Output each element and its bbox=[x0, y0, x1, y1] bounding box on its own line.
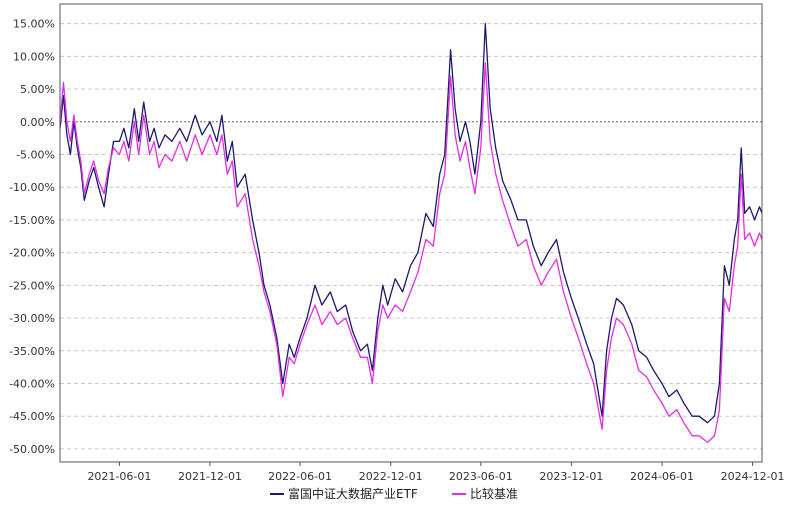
y-tick-label: 5.00% bbox=[20, 83, 55, 96]
y-tick-label: -30.00% bbox=[9, 312, 55, 325]
legend-label-1: 富国中证大数据产业ETF bbox=[288, 486, 418, 501]
y-tick-label: -40.00% bbox=[9, 377, 55, 390]
legend: 富国中证大数据产业ETF 比较基准 bbox=[270, 486, 518, 501]
x-tick-label: 2023-06-01 bbox=[449, 470, 513, 483]
series-line-1 bbox=[59, 22, 763, 424]
x-tick-label: 2023-12-01 bbox=[539, 470, 603, 483]
y-tick-label: 15.00% bbox=[13, 18, 55, 31]
legend-label-2: 比较基准 bbox=[470, 486, 518, 501]
y-tick-label: -35.00% bbox=[9, 345, 55, 358]
y-tick-label: -25.00% bbox=[9, 279, 55, 292]
y-tick-label: -50.00% bbox=[9, 443, 55, 456]
series-layer bbox=[59, 22, 763, 444]
plot-frame bbox=[59, 3, 763, 463]
x-tick-label: 2024-12-01 bbox=[721, 470, 785, 483]
x-tick-label: 2024-06-01 bbox=[630, 470, 694, 483]
x-tick-label: 2022-12-01 bbox=[359, 470, 423, 483]
y-tick-label: -20.00% bbox=[9, 247, 55, 260]
x-tick-label: 2021-06-01 bbox=[87, 470, 151, 483]
x-tick-label: 2021-12-01 bbox=[178, 470, 242, 483]
y-tick-label: -10.00% bbox=[9, 181, 55, 194]
x-tick-label: 2022-06-01 bbox=[268, 470, 332, 483]
y-tick-label: -45.00% bbox=[9, 410, 55, 423]
y-tick-label: 0.00% bbox=[20, 116, 55, 129]
axis-layer: 15.00% 10.00% 5.00% 0.00% -5.00% -10.00% -15.0… bbox=[9, 18, 784, 483]
y-tick-label: -15.00% bbox=[9, 214, 55, 227]
grid-layer bbox=[60, 23, 762, 450]
series-line-2 bbox=[59, 62, 763, 444]
y-tick-label: 10.00% bbox=[13, 50, 55, 63]
y-tick-label: -5.00% bbox=[16, 148, 55, 161]
